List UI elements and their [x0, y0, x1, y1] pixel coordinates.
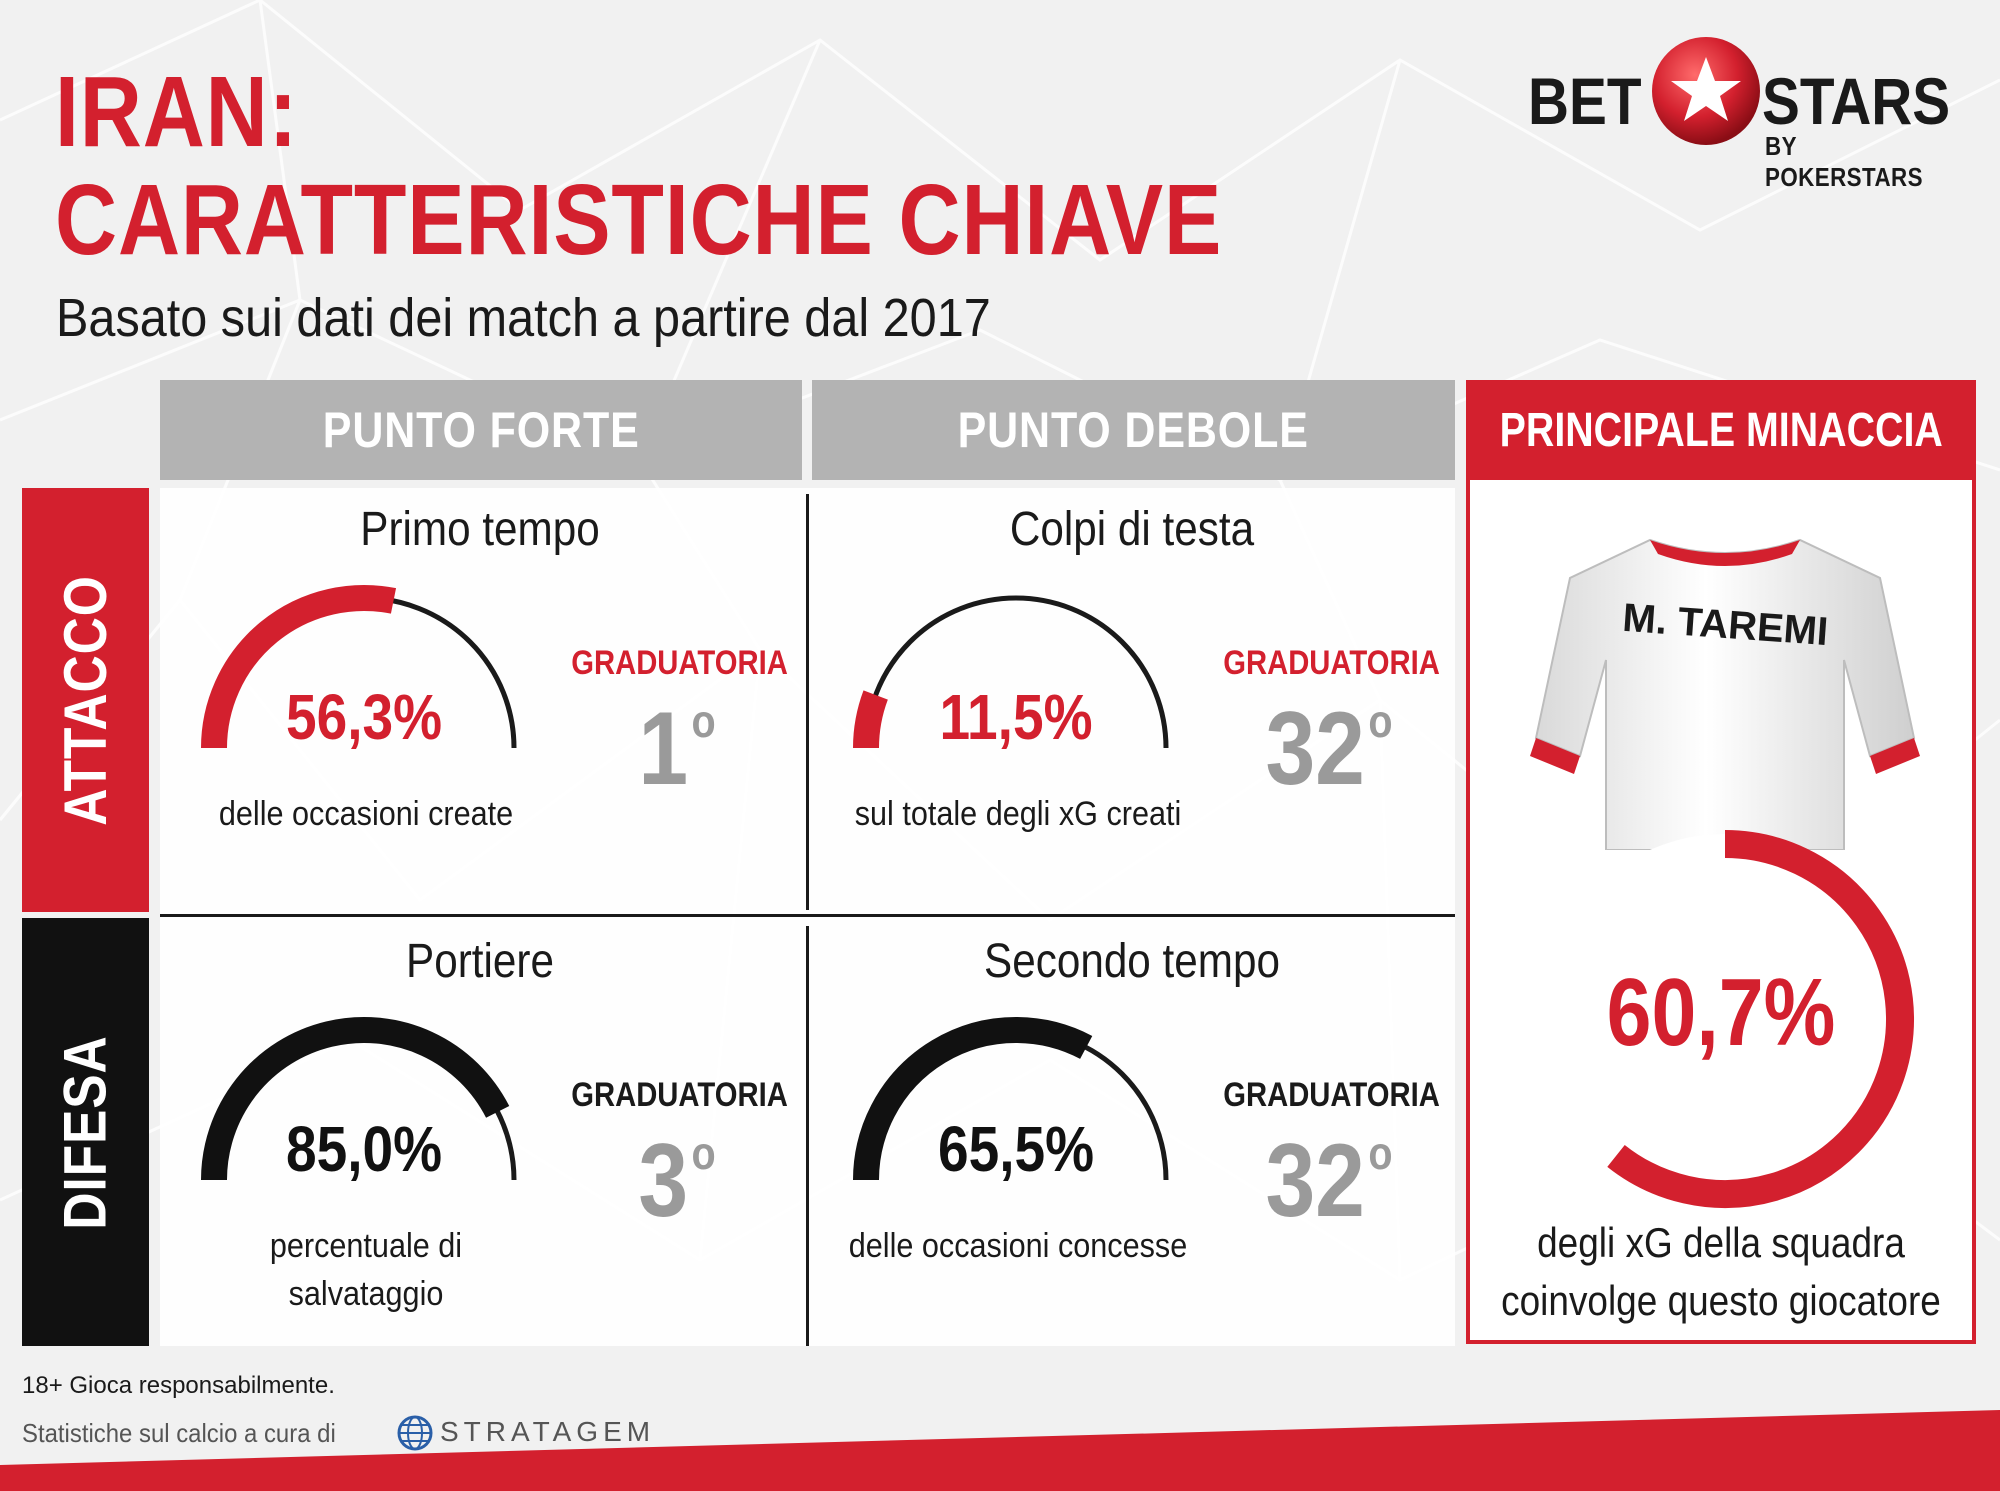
gauge-track [863, 595, 1169, 749]
threat-ring [1540, 830, 1914, 1208]
rank-value: 32o [1265, 691, 1393, 807]
description-label: sul totale degli xG creati [854, 795, 1182, 833]
data-credit: Statistiche sul calcio a cura di [22, 1418, 336, 1448]
row-label-attack: ATTACCO [22, 488, 149, 912]
logo-tagline: BY POKERSTARS [1765, 131, 1923, 192]
column-header-strength: PUNTO FORTE [160, 380, 802, 480]
rank-value: 32o [1265, 1123, 1393, 1239]
row-label-defense: DIFESA [22, 918, 149, 1346]
divider-vertical-top [806, 494, 809, 910]
value-label: 56,3% [285, 681, 443, 753]
ring-fill [1607, 830, 1914, 1208]
value-label: 85,0% [285, 1113, 443, 1185]
betstars-logo: BET STARS BY POKERSTARS [1520, 35, 1960, 192]
responsible-gambling-note: 18+ Gioca responsabilmente. [22, 1372, 335, 1399]
category-label: Colpi di testa [1009, 503, 1255, 556]
cell-defense-weakness: Secondo tempo 65,5% delle occasioni conc… [812, 926, 1455, 1346]
gauge-attack-weakness [853, 595, 1169, 749]
cell-attack-strength: Primo tempo 56,3% delle occasioni create… [160, 494, 806, 910]
page-title: IRAN: CARATTERISTICHE CHIAVE [55, 56, 1223, 276]
value-label: 65,5% [937, 1113, 1095, 1185]
category-label: Portiere [406, 935, 554, 988]
cell-defense-strength: Portiere 85,0% percentuale di salvataggi… [160, 926, 806, 1346]
description-label: delle occasioni create [218, 795, 514, 833]
gauge-fill [853, 690, 888, 749]
rank-label: GRADUATORIA [571, 1076, 788, 1114]
divider-horizontal [160, 914, 1455, 917]
rank-label: GRADUATORIA [1223, 644, 1440, 682]
column-header-threat: PRINCIPALE MINACCIA [1466, 380, 1976, 480]
rank-value: 1o [638, 691, 716, 807]
gauge-defense-strength [201, 1017, 517, 1181]
stratagem-logo: STRATAGEM [440, 1416, 656, 1447]
logo-text-bet: BET [1528, 64, 1642, 138]
gauge-attack-strength [201, 585, 517, 749]
gauge-defense-weakness [853, 1017, 1169, 1181]
category-label: Secondo tempo [984, 935, 1280, 988]
page-subtitle: Basato sui dati dei match a partire dal … [56, 288, 991, 348]
rank-label: GRADUATORIA [1223, 1076, 1440, 1114]
gauge-fill [853, 1017, 1093, 1181]
value-label: 11,5% [939, 681, 1093, 753]
star-ball-icon [1652, 37, 1760, 145]
threat-description: degli xG della squadra coinvolge questo … [1501, 1219, 1941, 1324]
jersey-icon: M. TAREMI [1530, 538, 1920, 850]
description-label: delle occasioni concesse [848, 1227, 1188, 1265]
threat-value: 60,7% [1606, 959, 1836, 1066]
description-label: percentuale di salvataggio [269, 1227, 463, 1313]
column-header-weakness: PUNTO DEBOLE [812, 380, 1455, 480]
threat-panel: M. TAREMI 60,7% degli xG della squadra c… [1466, 476, 1976, 1344]
divider-vertical-bottom [806, 926, 809, 1346]
globe-icon [397, 1415, 433, 1451]
logo-text-stars: STARS [1762, 64, 1951, 138]
gauge-fill [201, 1017, 510, 1181]
category-label: Primo tempo [360, 503, 600, 556]
rank-label: GRADUATORIA [571, 644, 788, 682]
gauge-fill [201, 585, 397, 749]
rank-value: 3o [638, 1123, 716, 1239]
cell-attack-weakness: Colpi di testa 11,5% sul totale degli xG… [812, 494, 1455, 910]
